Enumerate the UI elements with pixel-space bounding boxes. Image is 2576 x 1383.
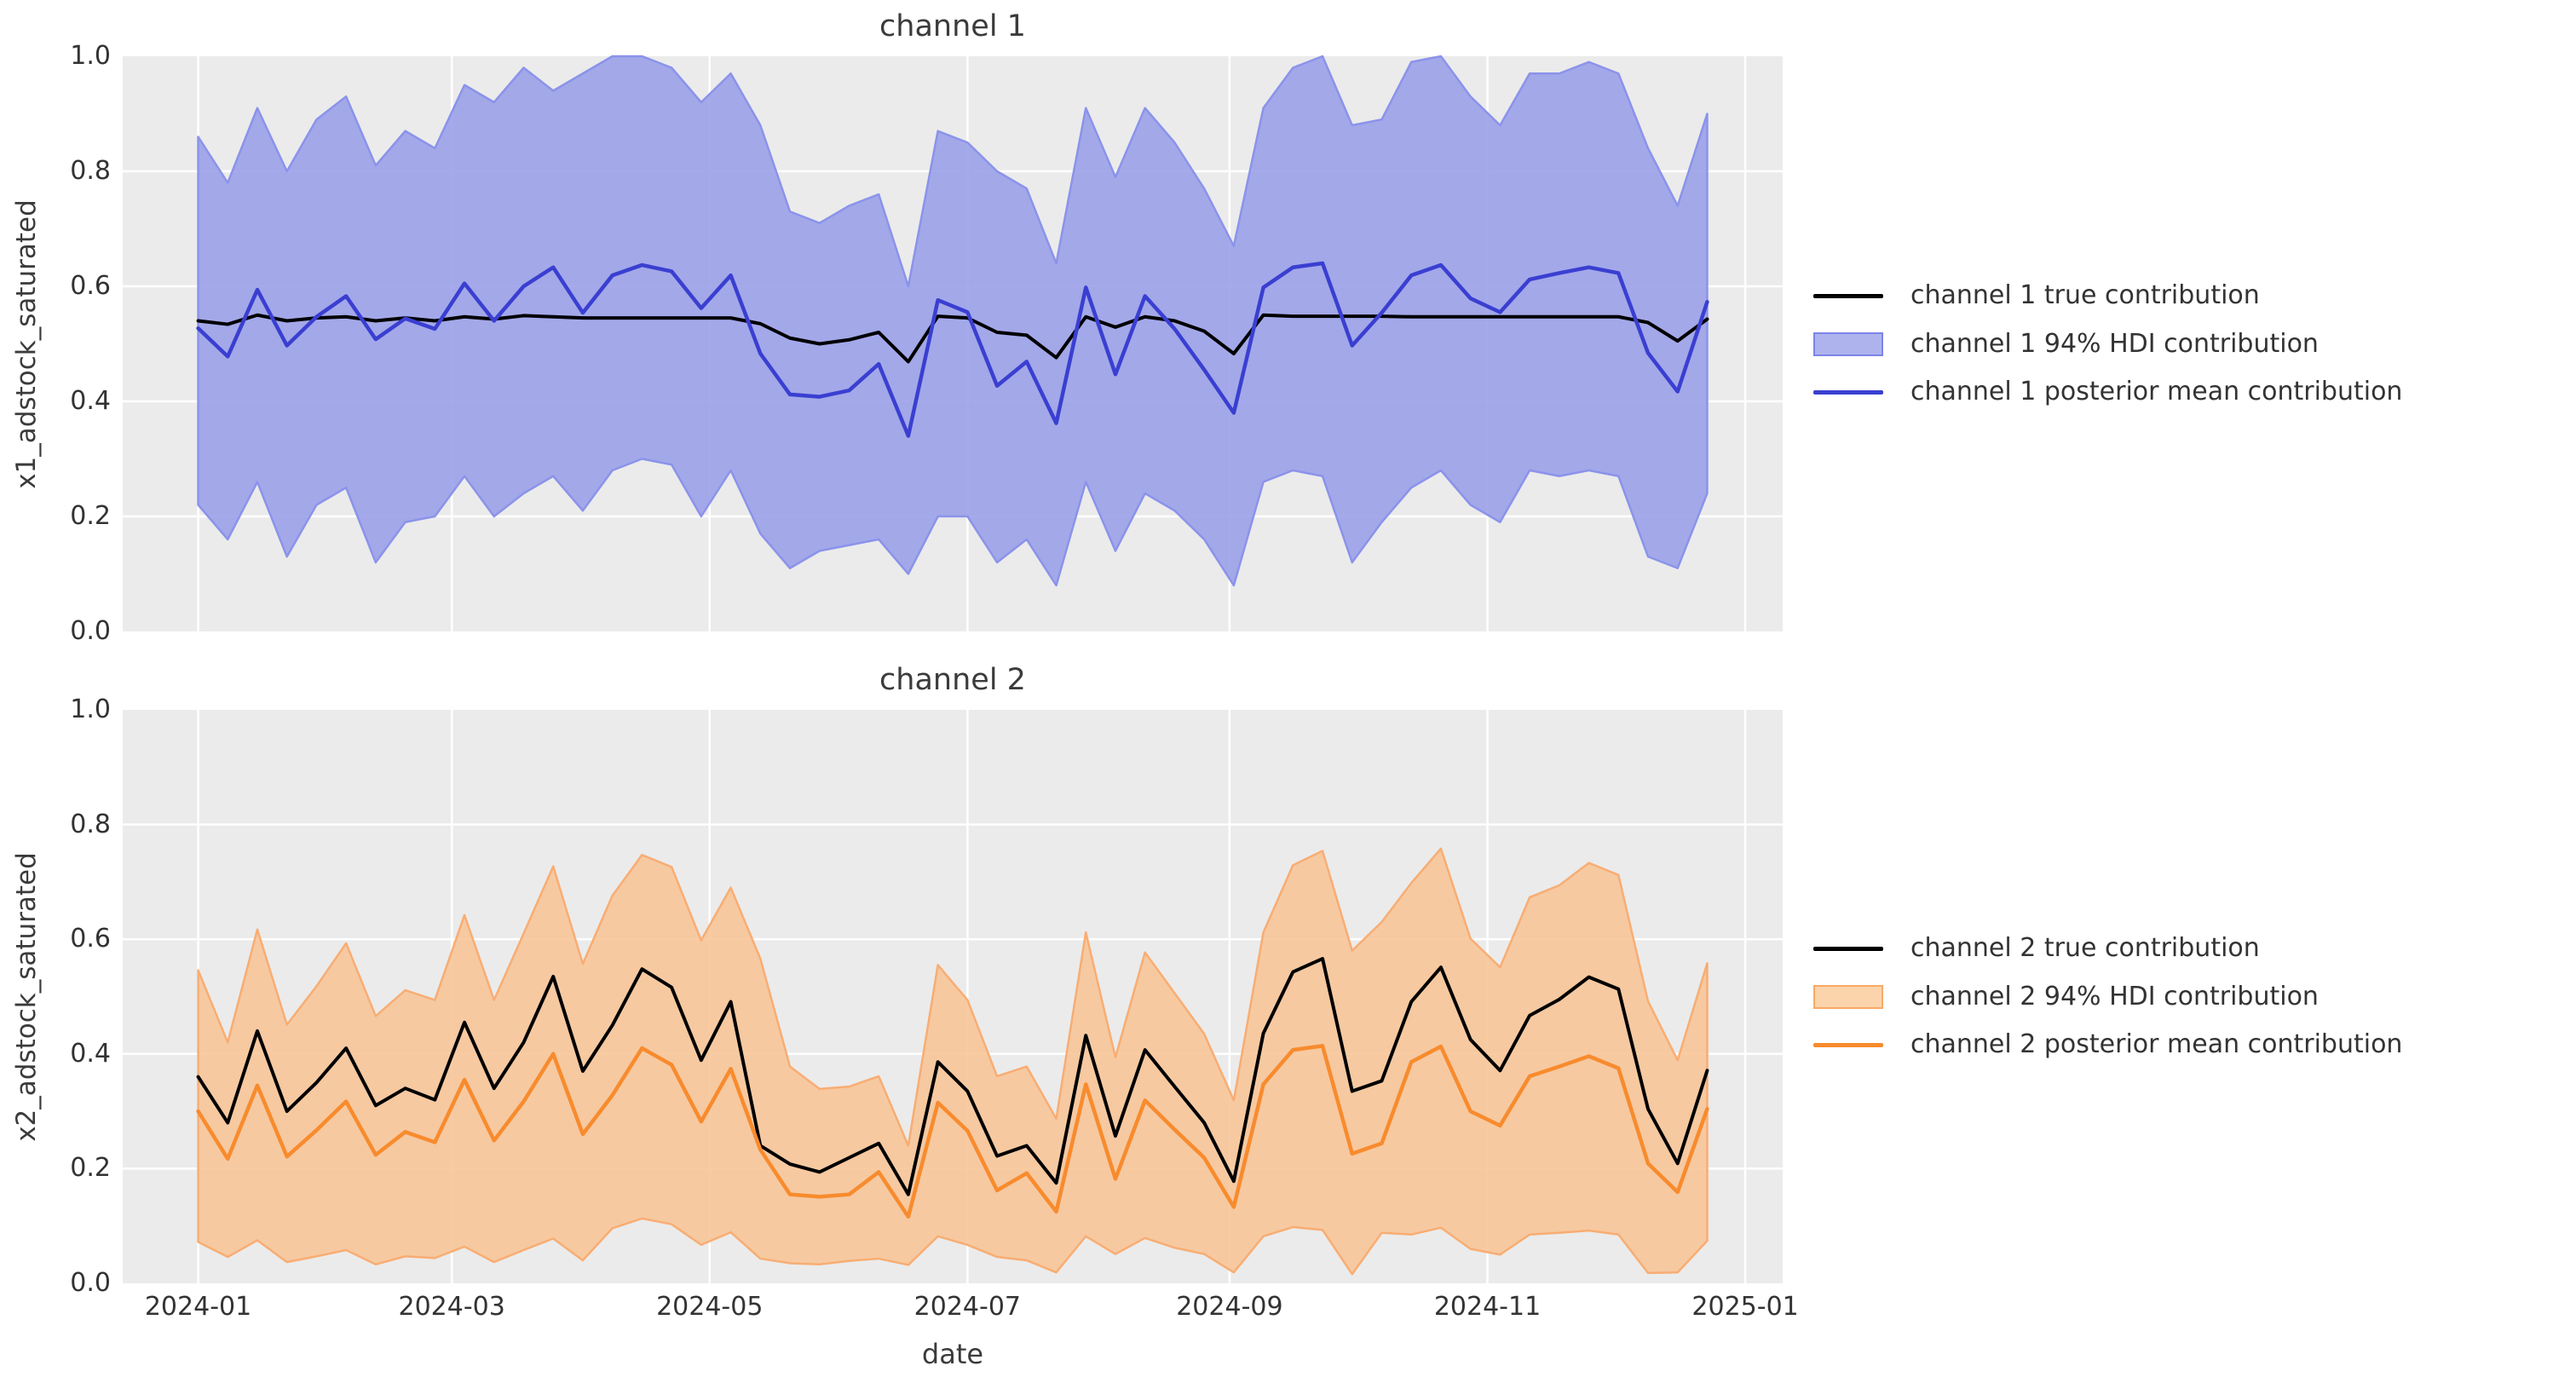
true-line-2 — [196, 957, 1709, 1196]
legend-item-label: channel 2 posterior mean contribution — [1910, 1029, 2403, 1059]
legend-item-label: channel 1 posterior mean contribution — [1910, 377, 2403, 406]
legend-item-label: channel 2 true contribution — [1910, 933, 2260, 963]
x-tick-label: 2024-05 — [656, 1292, 764, 1322]
y-tick-label: 0.6 — [70, 924, 111, 954]
y-tick-label: 1.0 — [70, 41, 111, 71]
hdi-band-1 — [197, 55, 1709, 587]
y-tick-label: 0.8 — [70, 809, 111, 839]
y-tick-label: 0.6 — [70, 271, 111, 301]
y-axis-label-1: x1_adstock_saturated — [11, 199, 42, 489]
x-tick-label: 2024-09 — [1176, 1292, 1283, 1322]
legend-item-label: channel 1 true contribution — [1910, 280, 2260, 310]
posterior_mean-line-2 — [196, 1044, 1709, 1219]
y-tick-label: 0.0 — [70, 616, 111, 646]
legend-swatch-line — [1813, 1042, 1883, 1047]
y-tick-label: 0.4 — [70, 386, 111, 416]
legend-swatch-line — [1813, 293, 1883, 298]
y-tick-label: 0.2 — [70, 501, 111, 531]
true-line-1 — [196, 313, 1709, 364]
y-tick-label: 0.0 — [70, 1268, 111, 1298]
posterior_mean-line-1 — [196, 261, 1709, 438]
y-tick-label: 0.4 — [70, 1038, 111, 1069]
legend-swatch-rect — [1813, 984, 1883, 1009]
subplot-title-2: channel 2 — [879, 663, 1026, 697]
x-tick-label: 2024-07 — [913, 1292, 1022, 1322]
legend-swatch-line — [1813, 946, 1883, 951]
x-tick-label: 2024-03 — [398, 1292, 505, 1322]
y-tick-label: 1.0 — [70, 694, 111, 724]
y-tick-label: 0.8 — [70, 156, 111, 186]
x-tick-label: 2025-01 — [1691, 1292, 1799, 1322]
x-tick-label: 2024-11 — [1433, 1292, 1542, 1322]
legend-item-label: channel 2 94% HDI contribution — [1910, 981, 2319, 1011]
hdi-band-2 — [197, 847, 1709, 1276]
legend-swatch-rect — [1813, 331, 1883, 356]
legend-item-label: channel 1 94% HDI contribution — [1910, 328, 2319, 359]
y-tick-label: 0.2 — [70, 1153, 111, 1184]
subplot-title-1: channel 1 — [879, 9, 1026, 43]
y-axis-label-2: x2_adstock_saturated — [11, 851, 42, 1142]
x-tick-label: 2024-01 — [144, 1292, 252, 1322]
x-axis-label: date — [921, 1338, 984, 1370]
legend-swatch-line — [1813, 389, 1883, 395]
